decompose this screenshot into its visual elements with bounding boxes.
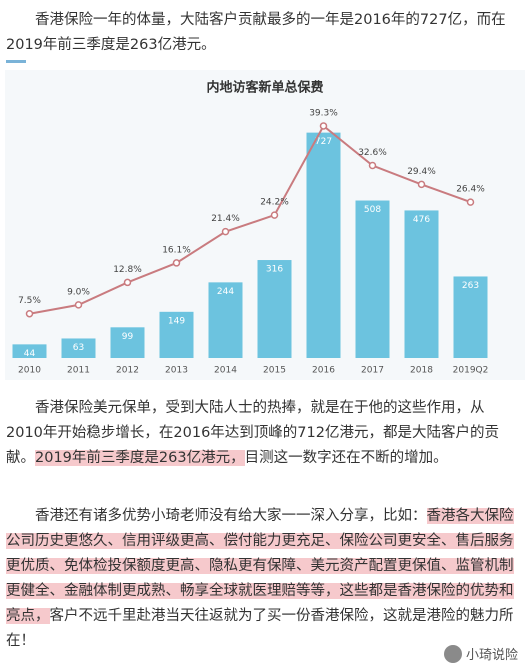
line (29, 124, 471, 315)
line-marker (172, 259, 181, 267)
x-tick-label: 2017 (361, 366, 384, 376)
line-value-label: 29.4% (407, 167, 436, 177)
line-value-label: 26.4% (456, 185, 485, 195)
x-tick-label: 2012 (116, 366, 139, 376)
line-value-label: 9.0% (67, 287, 90, 297)
bar (404, 210, 439, 358)
x-tick-label: 2010 (18, 366, 41, 376)
text: 香港还有诸多优势小琦老师没有给大家一一深入分享，比如： (35, 508, 427, 524)
text: 客户不远千里赴港当天往返就为了买一份香港保险，这就是港险的魅力所在！ (6, 608, 514, 649)
x-tick-label: 2014 (214, 366, 237, 376)
bar (306, 132, 341, 358)
bar-value-label: 63 (73, 343, 84, 353)
line-value-label: 39.3% (309, 108, 338, 118)
line-marker (221, 227, 230, 236)
line-marker (25, 309, 34, 318)
line-marker (368, 161, 377, 170)
bar-value-label: 99 (122, 332, 134, 342)
line-marker (417, 180, 426, 189)
line-value-label: 12.8% (113, 265, 142, 275)
line-marker (270, 211, 279, 219)
text: 香港保险一年的体量，大陆客户贡献最多的一年是2016年的727亿，而在2019年… (6, 12, 506, 53)
watermark: 小琦说险 (443, 644, 518, 663)
bar (208, 282, 243, 358)
chart: 内地访客新单总保费 2010 2011 2012 2013 2014 2015 2016 20… (5, 70, 525, 380)
watermark-text: 小琦说险 (465, 648, 518, 663)
x-tick-label: 2011 (67, 366, 90, 376)
bar-value-label: 508 (364, 205, 381, 215)
paragraph: 香港保险一年的体量，大陆客户贡献最多的一年是2016年的727亿，而在2019年… (6, 8, 520, 58)
line-marker (74, 301, 83, 309)
bar-value-label: 263 (462, 281, 479, 291)
bar (61, 338, 96, 358)
text: 目测这一数字还在不断的增加。 (244, 450, 448, 466)
bar-value-label: 316 (266, 265, 283, 275)
bar (257, 260, 292, 358)
bar-value-label: 727 (315, 137, 332, 147)
text: 香港保险美元保单，受到大陆人士的热捧，就是在于他的这些作用，从2010年开始稳步… (6, 400, 499, 466)
chart-title: 内地访客新单总保费 (206, 80, 323, 96)
highlighted-text: 香港各大保险公司历史更悠久、信用评级更高、偿付能力更充足、保险公司更安全、售后服… (6, 508, 514, 624)
line-value-label: 21.4% (211, 214, 240, 224)
bar-value-label: 244 (217, 287, 234, 297)
x-tick-label: 2013 (165, 366, 188, 376)
paragraph: 香港还有诸多优势小琦老师没有给大家一一深入分享，比如：香港各大保险公司历史更悠久… (6, 504, 520, 654)
line-value-label: 32.6% (358, 148, 387, 158)
paragraph: 香港保险美元保单，受到大陆人士的热捧，就是在于他的这些作用，从2010年开始稳步… (6, 396, 520, 471)
x-tick-label: 2019Q2 (453, 366, 489, 376)
decoration (6, 60, 26, 63)
line-marker (123, 278, 132, 287)
x-tick-label: 2018 (410, 366, 433, 376)
line-marker (319, 122, 328, 130)
x-tick-label: 2016 (312, 366, 335, 376)
bar-value-label: 44 (24, 349, 36, 359)
bar (453, 276, 488, 358)
logo-icon (443, 644, 462, 663)
x-tick-label: 2015 (263, 366, 286, 376)
line-marker (466, 198, 475, 206)
highlighted-text: 2019年前三季度是263亿港元， (35, 450, 245, 466)
bar (355, 200, 390, 358)
bar (110, 327, 145, 358)
bar (159, 311, 194, 358)
bar-value-label: 476 (413, 215, 430, 225)
line-value-label: 24.2% (260, 198, 289, 208)
bar (12, 344, 47, 358)
bar-value-label: 149 (168, 316, 185, 326)
line-value-label: 7.5% (18, 296, 41, 306)
line-value-label: 16.1% (162, 245, 191, 255)
